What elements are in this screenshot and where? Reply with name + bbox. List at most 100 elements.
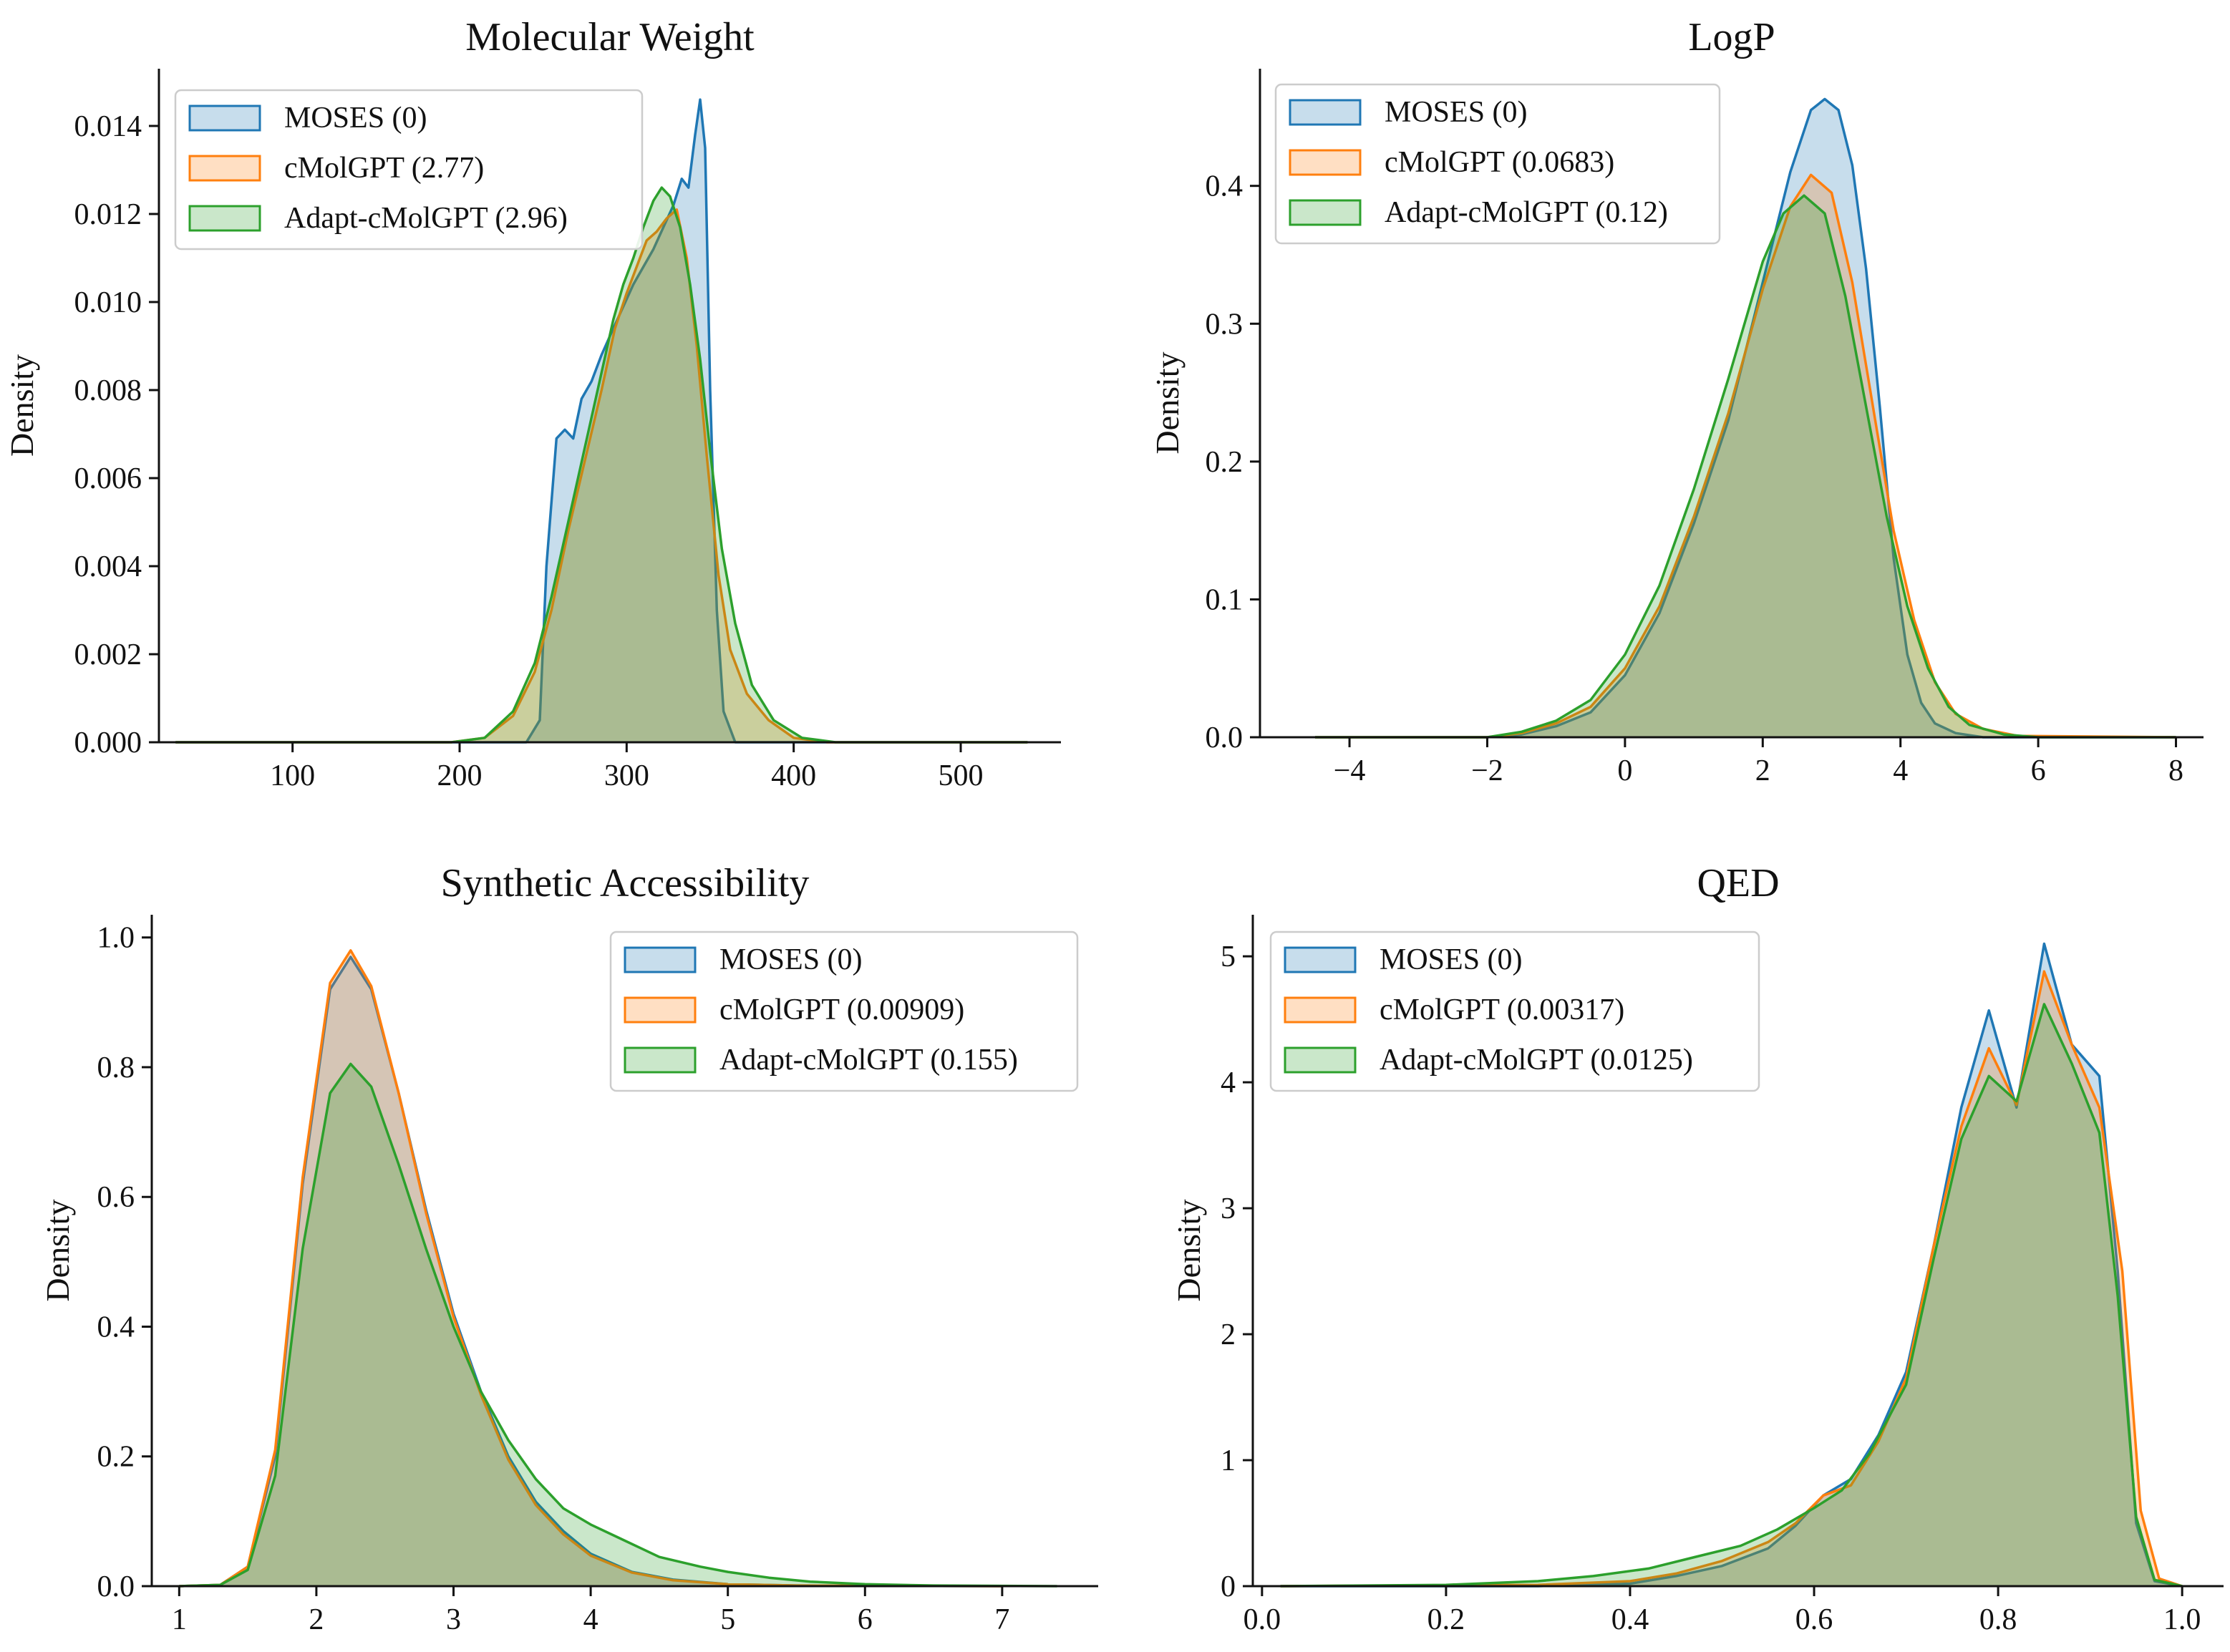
x-tick-label: 400 [771,759,816,792]
x-tick-label: 100 [270,759,315,792]
x-tick-label: 0.6 [1795,1603,1833,1636]
y-tick-label: 0.2 [97,1441,135,1474]
x-tick-label: 0.0 [1244,1603,1281,1636]
legend-swatch [624,1046,697,1074]
y-tick-label: 1.0 [97,922,135,955]
chart-panel: −4 −2 0 2 4 6 8 0.0 0.1 0.2 0.3 0.4 LogP Density MOSES… [1149,15,2204,787]
series-area [175,209,1028,742]
x-tick-label: 500 [939,759,984,792]
y-tick-label: 0.0 [97,1570,135,1603]
legend-label: Adapt-cMolGPT (0.12) [1385,196,1668,229]
legend-swatch [1284,946,1357,973]
series-area [179,956,1002,1586]
chart-panel: 1 2 3 4 5 6 7 0.0 0.2 0.4 0.6 0.8 1.0 Synthetic Acces… [39,861,1098,1636]
legend-label: cMolGPT (0.00909) [719,993,964,1026]
y-tick-label: 0.6 [97,1181,135,1214]
chart-panel: 100 200 300 400 500 0.000 0.002 0.004 0.006 0.008… [4,15,1061,792]
y-tick-label: 0.8 [97,1051,135,1084]
legend-label: Adapt-cMolGPT (0.155) [719,1044,1018,1077]
series-line [1315,97,2176,739]
series-line [179,949,1002,1588]
legend-label: MOSES (0) [719,943,863,976]
y-tick-label: 1 [1221,1444,1236,1477]
legend-swatch [624,946,697,973]
y-tick-label: 0.4 [1206,170,1244,203]
series-area [175,188,1028,743]
series-area [1315,99,2176,737]
x-tick-label: 0.2 [1427,1603,1465,1636]
series-area [175,99,1028,743]
legend-label: cMolGPT (0.0683) [1385,146,1614,179]
series-area [1280,971,2183,1586]
y-tick-label: 0.004 [74,550,142,583]
chart-panel: 0.0 0.2 0.4 0.6 0.8 1.0 0 1 2 3 4 5 QED Density MOSES … [1170,861,2224,1636]
legend-swatch [1284,1046,1357,1074]
legend-swatch [1289,99,1362,126]
series-area [179,1064,1057,1586]
series-area [1280,1004,2183,1586]
series-area [179,950,1002,1586]
series-line [179,1062,1057,1588]
y-tick-label: 0.002 [74,638,142,671]
series-area [1280,943,2183,1586]
x-tick-label: 6 [858,1603,873,1636]
x-tick-label: −2 [1471,754,1503,787]
legend-swatch [1289,149,1362,176]
y-tick-label: 2 [1221,1318,1236,1351]
legend-swatch [1284,996,1357,1024]
y-axis-label: Density [39,1199,76,1301]
x-tick-label: 4 [1893,754,1908,787]
legend-label: Adapt-cMolGPT (0.0125) [1380,1044,1693,1077]
y-tick-label: 4 [1221,1066,1236,1099]
y-tick-label: 0.008 [74,374,142,407]
x-tick-label: 6 [2031,754,2046,787]
y-axis-label: Density [4,354,40,457]
y-tick-label: 0.006 [74,462,142,495]
legend-swatch [188,205,261,232]
x-tick-label: 1 [172,1603,187,1636]
series-area [1315,195,2176,737]
x-tick-label: 8 [2168,754,2183,787]
chart-title: QED [1697,861,1779,905]
y-tick-label: 0 [1221,1570,1236,1603]
y-tick-label: 0.0 [1206,721,1244,754]
series-line [1315,194,2176,739]
legend-swatch [188,105,261,132]
x-tick-label: −4 [1334,754,1366,787]
x-tick-label: 7 [994,1603,1009,1636]
x-tick-label: 4 [583,1603,598,1636]
legend-swatch [1289,199,1362,226]
y-tick-label: 0.3 [1206,308,1244,341]
y-tick-label: 0.2 [1206,446,1244,479]
series-line [175,208,1028,744]
legend: MOSES (0) cMolGPT (0.00317) Adapt-cMolGPT … [1269,931,1760,1092]
legend-label: MOSES (0) [1380,943,1523,976]
legend-label: MOSES (0) [284,102,427,135]
legend-frame [609,931,1079,1092]
series-line [1280,970,2183,1588]
y-tick-label: 0.012 [74,198,142,231]
legend-swatch [188,155,261,182]
legend-frame [1269,931,1760,1092]
legend-swatch [624,996,697,1024]
x-tick-label: 300 [604,759,649,792]
series-line [175,186,1028,744]
legend-label: Adapt-cMolGPT (2.96) [284,202,568,235]
legend-label: cMolGPT (2.77) [284,152,484,185]
x-tick-label: 0 [1617,754,1632,787]
y-tick-label: 0.014 [74,110,142,143]
legend-frame [1274,83,1721,245]
chart-title: Molecular Weight [465,15,755,59]
x-tick-label: 1.0 [2163,1603,2201,1636]
legend: MOSES (0) cMolGPT (2.77) Adapt-cMolGPT (2.… [174,89,644,251]
legend-label: cMolGPT (0.00317) [1380,993,1624,1026]
y-tick-label: 3 [1221,1192,1236,1225]
x-tick-label: 2 [309,1603,324,1636]
y-tick-label: 0.000 [74,727,142,759]
y-tick-label: 0.4 [97,1311,135,1344]
x-tick-label: 0.4 [1611,1603,1649,1636]
x-tick-label: 3 [446,1603,461,1636]
y-tick-label: 0.1 [1206,583,1244,616]
x-tick-label: 2 [1755,754,1770,787]
